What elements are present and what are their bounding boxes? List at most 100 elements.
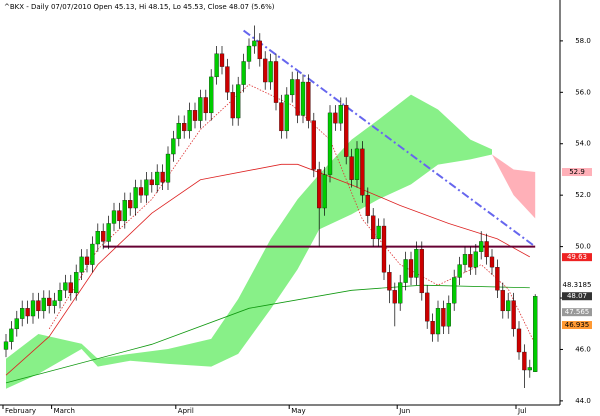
x-tick-label: April (178, 407, 194, 415)
candle-body (284, 94, 289, 132)
candle-body (371, 215, 376, 240)
candle-body (225, 66, 230, 93)
candle-body (419, 249, 424, 294)
candle-body (95, 231, 100, 245)
y-tick-label: 54.0 (575, 140, 591, 148)
price-label-box (562, 292, 592, 301)
candle-body (344, 105, 349, 157)
trendline (243, 29, 536, 248)
price-label-box (562, 253, 592, 262)
price-label: 48.07 (567, 292, 587, 300)
candle-body (198, 97, 203, 121)
candle-body (398, 282, 403, 304)
price-label: 52.9 (569, 168, 585, 176)
candle-body (506, 300, 511, 312)
candle-body (317, 169, 322, 209)
cloud (492, 154, 536, 219)
candle-body (106, 223, 111, 242)
candle-body (128, 200, 133, 209)
candle-body (306, 81, 311, 121)
y-tick-label: 44.0 (575, 397, 591, 405)
candle-body (387, 272, 392, 291)
candle-body (263, 58, 268, 83)
candle-body (52, 300, 57, 306)
candle-body (360, 148, 365, 196)
candle-body (79, 256, 84, 273)
moving-average (5, 163, 530, 376)
candle-body (527, 367, 532, 371)
candle-body (182, 123, 187, 132)
candle-body (425, 292, 430, 322)
candle-body (203, 97, 208, 114)
x-tick-label: February (5, 407, 36, 415)
candle-body (273, 61, 279, 103)
candle-body (236, 84, 241, 119)
candle-body (84, 256, 90, 265)
candle-body (101, 231, 106, 242)
candle-body (209, 76, 214, 114)
candle-body (219, 53, 225, 67)
moving-average (5, 284, 530, 384)
candle-body (155, 171, 160, 186)
price-label: 48.3185 (563, 281, 592, 289)
candle-body (452, 277, 457, 304)
candle-body (41, 297, 46, 312)
candle-body (133, 187, 138, 209)
candle-body (338, 105, 343, 124)
x-tick-label: May (291, 407, 305, 415)
candle-body (149, 179, 154, 186)
candle-body (295, 79, 300, 116)
candle-body (241, 61, 246, 85)
candle-body (257, 40, 262, 60)
candle-body (268, 61, 273, 83)
candle-body (462, 254, 468, 265)
candle-body (68, 282, 73, 294)
candle-body (457, 264, 462, 278)
candle-body (111, 210, 117, 224)
price-label-box (562, 308, 592, 317)
candle-body (468, 254, 473, 268)
candle-body (322, 174, 327, 209)
candle-body (176, 123, 181, 139)
price-label: 49.63 (567, 253, 587, 261)
y-tick-label: 58.0 (575, 37, 591, 45)
candle-body (414, 249, 419, 278)
candle-body (495, 267, 500, 291)
candle-body (246, 45, 252, 62)
y-tick-label: 46.0 (575, 345, 591, 353)
candle-body (408, 259, 414, 278)
candle-body (435, 308, 441, 335)
y-tick-label: 56.0 (575, 88, 591, 96)
candle-body (9, 328, 14, 342)
x-tick-label: Jul (517, 407, 527, 415)
candle-body (160, 171, 165, 183)
candle-body (381, 225, 387, 273)
candle-body (57, 290, 63, 301)
candle-body (20, 308, 25, 319)
candle-body (63, 282, 68, 291)
candle-body (349, 156, 354, 180)
candle-body (300, 81, 306, 116)
candle-body (90, 243, 95, 265)
price-label: 46.935 (565, 321, 590, 329)
candle-body (511, 300, 516, 330)
candle-body (187, 110, 192, 132)
candle-body (479, 241, 484, 252)
price-label: 47.565 (565, 308, 590, 316)
x-tick-label: March (54, 407, 75, 415)
candle-body (403, 259, 408, 283)
chart-title: ^BKX - Daily 07/07/2010 Open 45.13, Hi 4… (4, 3, 275, 11)
candle-body (30, 300, 36, 317)
candle-body (365, 195, 370, 216)
candle-body (392, 290, 397, 304)
candle-body (290, 79, 295, 96)
candle-body (441, 308, 446, 327)
y-tick-label: 50.0 (575, 243, 591, 251)
candle-body (473, 251, 478, 268)
candle-body (14, 318, 19, 330)
candle-body (192, 110, 198, 121)
candle-body (165, 153, 171, 183)
candle-body (230, 92, 235, 119)
candle-body (522, 351, 527, 371)
